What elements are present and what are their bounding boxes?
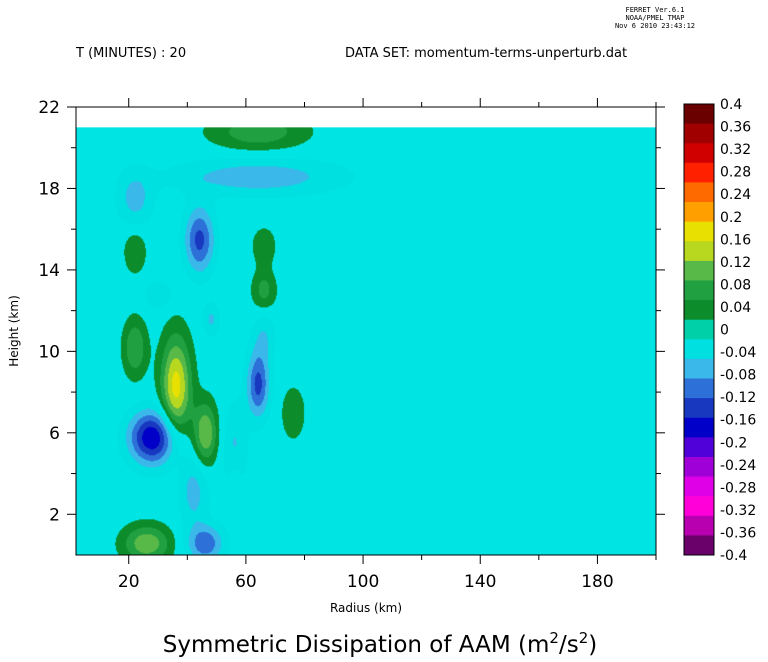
y-tick-label: 10 [38, 342, 60, 362]
colorbar-label: 0.36 [720, 120, 751, 136]
time-label: T (MINUTES) : 20 [76, 46, 187, 61]
colorbar-swatch [684, 280, 714, 301]
plot-frame [75, 106, 657, 556]
x-tick-label: 100 [347, 572, 379, 592]
colorbar-swatch [684, 104, 714, 125]
chart-title: Symmetric Dissipation of AAM (m2/s2) [163, 629, 597, 658]
ferret-stamp: FERRET Ver.6.1 NOAA/PMEL TMAP Nov 6 2010… [600, 6, 710, 30]
colorbar-swatch [684, 398, 714, 419]
colorbar-swatch [684, 358, 714, 380]
colorbar-label: 0.04 [720, 300, 751, 316]
colorbar-label: -0.08 [720, 368, 756, 384]
colorbar-swatch [684, 378, 714, 399]
ferret-stamp-line: FERRET Ver.6.1 [625, 6, 685, 14]
colorbar-swatch [684, 476, 714, 497]
colorbar-label: -0.32 [720, 503, 756, 519]
colorbar-label: -0.28 [720, 480, 756, 496]
colorbar-swatch [684, 241, 714, 262]
colorbar-label: -0.16 [720, 413, 756, 429]
y-tick-label: 22 [38, 98, 60, 118]
colorbar-label: -0.4 [720, 548, 747, 564]
colorbar-swatch [684, 339, 714, 360]
colorbar-swatch [684, 437, 714, 458]
colorbar-label: -0.2 [720, 435, 747, 451]
ferret-stamp-line: NOAA/PMEL TMAP [625, 14, 685, 22]
colorbar-label: 0.16 [720, 232, 751, 248]
y-tick-label: 18 [38, 179, 60, 199]
colorbar-label: 0.24 [720, 187, 751, 203]
x-axis-label: Radius (km) [330, 601, 402, 615]
colorbar-label: -0.12 [720, 390, 756, 406]
colorbar-swatch [684, 417, 714, 438]
colorbar-label: 0.4 [720, 97, 742, 113]
colorbar-swatch [684, 300, 714, 321]
colorbar-swatch [684, 515, 714, 536]
x-tick-label: 180 [581, 572, 613, 592]
colorbar-swatch [684, 202, 714, 223]
colorbar-swatch [684, 123, 714, 144]
colorbar-swatch [684, 182, 714, 203]
ferret-stamp-line: Nov 6 2010 23:43:12 [614, 22, 696, 30]
colorbar-swatch [684, 319, 714, 340]
x-tick-label: 140 [464, 572, 496, 592]
colorbar-swatch [684, 496, 714, 517]
colorbar-swatch [684, 143, 714, 164]
y-tick-label: 6 [49, 424, 60, 444]
dataset-label: DATA SET: momentum-terms-unperturb.dat [345, 46, 628, 61]
colorbar-swatch [684, 221, 714, 242]
colorbar-label: 0.08 [720, 277, 751, 293]
colorbar-label: -0.04 [720, 345, 756, 361]
y-axis-label: Height (km) [7, 295, 21, 366]
colorbar-swatch [684, 260, 714, 281]
x-tick-label: 20 [118, 572, 140, 592]
colorbar-label: 0.12 [720, 255, 751, 271]
x-tick-label: 60 [235, 572, 257, 592]
colorbar-label: 0 [720, 323, 729, 339]
colorbar-label: -0.24 [720, 458, 756, 474]
colorbar-swatch [684, 535, 714, 556]
colorbar-label: 0.28 [720, 165, 751, 181]
colorbar-label: 0.2 [720, 210, 742, 226]
colorbar-frame [683, 103, 715, 556]
colorbar-label: 0.32 [720, 142, 751, 158]
heatmap-field [76, 127, 656, 556]
y-tick-label: 2 [49, 505, 60, 525]
colorbar-swatch [684, 162, 714, 183]
colorbar-swatch [684, 456, 714, 478]
colorbar-label: -0.36 [720, 525, 756, 541]
y-tick-label: 14 [38, 261, 60, 281]
